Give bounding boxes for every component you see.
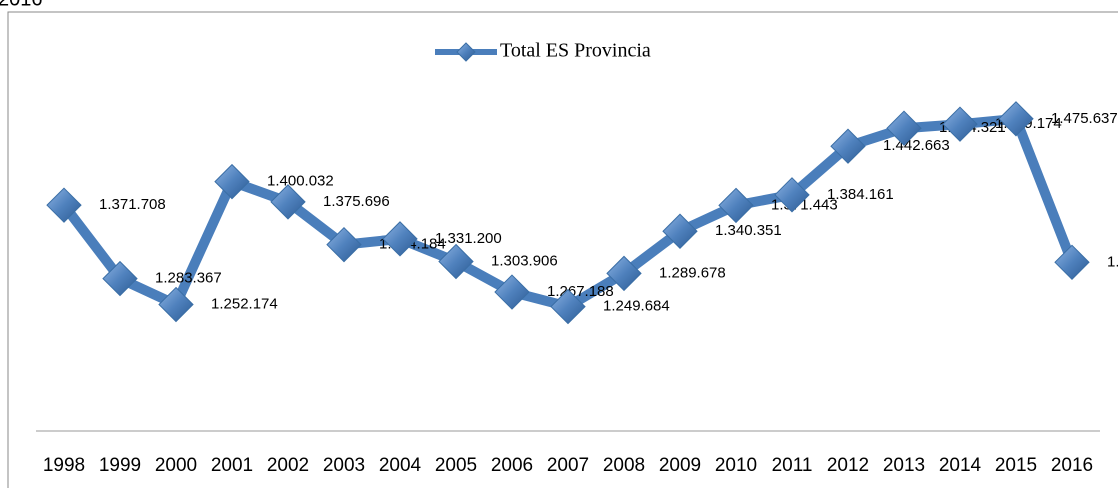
data-label: 1.384.161 bbox=[827, 186, 894, 203]
data-label: 1.400.032 bbox=[267, 173, 334, 190]
marker bbox=[718, 187, 754, 224]
chart-frame bbox=[7, 11, 1118, 488]
x-tick-label: 2002 bbox=[267, 455, 309, 476]
marker bbox=[998, 101, 1034, 137]
marker bbox=[270, 184, 306, 220]
marker bbox=[774, 177, 810, 213]
chart-title: 2016 bbox=[0, 0, 43, 10]
x-tick-label: 2006 bbox=[491, 455, 533, 476]
x-tick-label: 2003 bbox=[323, 455, 365, 476]
x-tick-label: 2009 bbox=[659, 455, 701, 476]
x-tick-label: 2001 bbox=[211, 455, 253, 476]
marker bbox=[886, 110, 922, 146]
data-label: 1.249.684 bbox=[603, 298, 670, 315]
marker bbox=[494, 274, 530, 310]
data-label: 1.340.351 bbox=[715, 222, 782, 239]
data-label: 1.302.992 bbox=[1107, 253, 1118, 270]
data-label: 1.289.678 bbox=[659, 264, 726, 281]
data-label: 1.475.637 bbox=[1051, 110, 1118, 127]
x-tick-label: 2014 bbox=[939, 455, 982, 476]
x-tick-label: 2007 bbox=[547, 455, 589, 476]
marker bbox=[214, 163, 250, 200]
x-tick-label: 2011 bbox=[772, 455, 813, 476]
data-label: 1.371.708 bbox=[99, 196, 166, 213]
data-label: 1.375.696 bbox=[323, 193, 390, 210]
marker bbox=[438, 243, 474, 280]
data-label: 1.442.663 bbox=[883, 137, 950, 154]
x-tick-label: 1998 bbox=[43, 455, 85, 476]
marker bbox=[326, 226, 362, 263]
x-tick-label: 2015 bbox=[995, 455, 1037, 476]
data-label: 1.331.200 bbox=[435, 230, 502, 247]
legend-marker bbox=[456, 42, 476, 62]
x-tick-label: 2008 bbox=[603, 455, 645, 476]
marker bbox=[46, 187, 82, 223]
legend-label: Total ES Provincia bbox=[500, 40, 651, 62]
x-tick-label: 2012 bbox=[827, 455, 869, 476]
x-tick-label: 2013 bbox=[883, 455, 925, 476]
data-label: 1.303.906 bbox=[491, 253, 558, 270]
x-tick-label: 2000 bbox=[155, 455, 197, 476]
marker bbox=[606, 255, 642, 292]
data-label: 1.283.367 bbox=[155, 270, 222, 287]
marker bbox=[830, 128, 866, 164]
marker bbox=[662, 213, 698, 249]
x-tick-label: 2004 bbox=[379, 455, 422, 476]
marker bbox=[942, 106, 978, 142]
marker bbox=[158, 286, 194, 323]
x-tick-label: 2016 bbox=[1051, 455, 1093, 476]
marker bbox=[550, 288, 586, 325]
data-label: 1.252.174 bbox=[211, 295, 278, 312]
x-tick-label: 2010 bbox=[715, 455, 757, 476]
marker bbox=[382, 221, 418, 257]
marker bbox=[102, 260, 138, 297]
marker bbox=[1054, 244, 1090, 280]
x-tick-label: 1999 bbox=[99, 455, 141, 476]
x-tick-label: 2005 bbox=[435, 455, 477, 476]
